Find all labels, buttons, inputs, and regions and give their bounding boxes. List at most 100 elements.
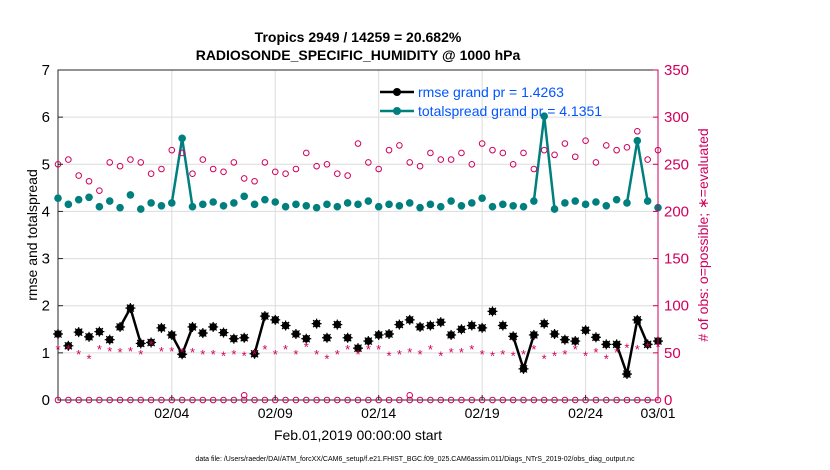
rmse-point-ray bbox=[198, 329, 207, 338]
totalspread-point bbox=[250, 200, 259, 209]
possible-obs-zero-point bbox=[634, 396, 641, 404]
totalspread-point bbox=[561, 199, 569, 207]
totalspread-point bbox=[633, 136, 642, 145]
possible-obs-point bbox=[499, 149, 507, 157]
evaluated-obs-point: * bbox=[376, 342, 381, 357]
evaluated-obs-point: * bbox=[418, 347, 423, 362]
evaluated-obs-point: * bbox=[562, 347, 567, 362]
rmse-point-ray bbox=[529, 330, 538, 339]
rmse-point-ray bbox=[405, 315, 414, 324]
possible-obs-zero-point bbox=[489, 396, 496, 404]
y-right-tick-label: 250 bbox=[664, 156, 689, 173]
rmse-point-ray bbox=[116, 322, 125, 331]
totalspread-point bbox=[395, 201, 404, 210]
y-left-tick-label: 4 bbox=[42, 203, 50, 220]
rmse-line-segment bbox=[253, 315, 267, 355]
evaluated-obs-point: * bbox=[128, 344, 133, 359]
totalspread-point bbox=[147, 199, 155, 207]
possible-obs-point bbox=[96, 187, 103, 194]
possible-obs-point bbox=[344, 172, 351, 179]
y-axis-right-label: # of obs: o=possible; ∗=evaluated bbox=[695, 128, 711, 341]
rmse-point-ray bbox=[323, 333, 331, 342]
possible-obs-point bbox=[396, 142, 403, 149]
y-left-tick-label: 0 bbox=[42, 392, 50, 409]
rmse-point-ray bbox=[136, 339, 145, 348]
totalspread-point bbox=[209, 198, 217, 206]
possible-obs-zero-point bbox=[302, 396, 310, 404]
rmse-line-segment bbox=[522, 334, 536, 370]
totalspread-point bbox=[405, 199, 414, 207]
totalspread-point bbox=[54, 194, 62, 203]
totalspread-point bbox=[219, 201, 228, 210]
rmse-line-segment bbox=[615, 343, 629, 375]
evaluated-obs-point: * bbox=[87, 352, 92, 367]
rmse-point-ray bbox=[219, 328, 228, 337]
rmse-point-ray bbox=[302, 334, 311, 343]
rmse-point-ray bbox=[364, 337, 373, 346]
possible-obs-point bbox=[489, 146, 496, 154]
possible-obs-zero-point bbox=[189, 396, 196, 404]
possible-obs-zero-point bbox=[65, 396, 72, 404]
possible-obs-zero-point bbox=[158, 396, 165, 404]
possible-obs-zero-point bbox=[416, 396, 424, 404]
rmse-point-ray bbox=[426, 321, 435, 330]
possible-obs-zero-point bbox=[147, 396, 155, 404]
possible-obs-zero-point bbox=[313, 396, 320, 404]
totalspread-point bbox=[499, 200, 507, 209]
rmse-point-ray bbox=[333, 320, 342, 329]
rmse-point-ray bbox=[612, 340, 621, 349]
evaluated-obs-point: * bbox=[593, 345, 598, 360]
possible-obs-zero-point bbox=[561, 396, 569, 404]
possible-obs-point bbox=[365, 159, 372, 166]
totalspread-point bbox=[343, 199, 352, 207]
possible-obs-point bbox=[354, 140, 362, 147]
evaluated-obs-point: * bbox=[97, 342, 102, 357]
y-right-tick-label: 200 bbox=[664, 203, 689, 220]
rmse-point-ray bbox=[157, 323, 166, 332]
y-left-tick-label: 7 bbox=[42, 62, 50, 79]
rmse-point-ray bbox=[291, 330, 300, 338]
possible-obs-zero-point bbox=[178, 396, 186, 404]
possible-obs-point bbox=[375, 165, 382, 173]
rmse-line-segment bbox=[180, 326, 194, 355]
totalspread-point bbox=[312, 203, 321, 212]
possible-obs-zero-point bbox=[385, 396, 393, 404]
legend-rmse-marker bbox=[393, 88, 401, 96]
evaluated-obs-point: * bbox=[428, 342, 433, 357]
possible-obs-point bbox=[116, 162, 124, 170]
rmse-point-ray bbox=[95, 327, 104, 336]
possible-obs-zero-point bbox=[592, 396, 600, 404]
possible-obs-zero-point bbox=[292, 396, 300, 404]
evaluated-obs-point: * bbox=[387, 349, 392, 364]
rmse-point-ray bbox=[633, 315, 642, 324]
possible-obs-point bbox=[313, 162, 320, 170]
rmse-point-ray bbox=[447, 330, 456, 339]
totalspread-point bbox=[540, 112, 549, 120]
possible-obs-point bbox=[416, 162, 424, 170]
rmse-point-ray bbox=[550, 330, 559, 338]
rmse-point-ray bbox=[354, 344, 362, 353]
x-axis: 02/04 02/09 02/14 02/19 02/24 03/01 bbox=[154, 395, 676, 421]
possible-obs-zero-point bbox=[85, 396, 93, 404]
rmse-point-ray bbox=[126, 304, 135, 313]
rmse-point-ray bbox=[385, 330, 393, 338]
totalspread-point bbox=[385, 200, 393, 209]
possible-obs-zero-point bbox=[406, 396, 414, 404]
possible-obs-zero-point bbox=[509, 396, 517, 404]
evaluated-obs-point: * bbox=[438, 349, 443, 364]
x-axis-label: Feb.01,2019 00:00:00 start bbox=[274, 427, 442, 443]
totalspread-point bbox=[116, 203, 124, 212]
possible-obs-point bbox=[85, 177, 93, 185]
chart-title-line1: Tropics 2949 / 14259 = 20.682% bbox=[255, 29, 462, 45]
evaluated-obs-point: * bbox=[262, 342, 267, 357]
totalspread-point bbox=[426, 200, 435, 209]
totalspread-point bbox=[199, 200, 207, 209]
possible-obs-point bbox=[282, 170, 289, 178]
legend-spread-marker bbox=[393, 107, 401, 115]
possible-obs-point bbox=[582, 137, 589, 145]
evaluated-obs-point: * bbox=[480, 347, 485, 362]
rmse-point-ray bbox=[229, 334, 238, 343]
possible-obs-point bbox=[271, 168, 279, 176]
possible-obs-point bbox=[75, 172, 82, 179]
legend: rmse grand pr = 1.4263 totalspread grand… bbox=[380, 84, 602, 119]
